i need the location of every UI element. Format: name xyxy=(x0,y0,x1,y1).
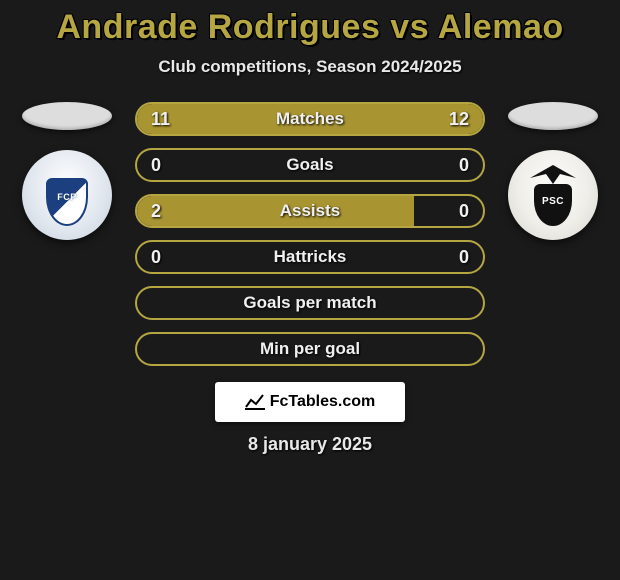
right-country-flag xyxy=(508,102,598,130)
chart-icon xyxy=(245,393,265,411)
stat-label: Hattricks xyxy=(137,247,483,267)
stat-label: Min per goal xyxy=(137,339,483,359)
stat-bar: 0Hattricks0 xyxy=(135,240,485,274)
watermark-badge: FcTables.com xyxy=(215,382,405,422)
stat-bar: Goals per match xyxy=(135,286,485,320)
main-row: FCP 11Matches120Goals02Assists00Hattrick… xyxy=(0,102,620,366)
left-club-badge: FCP xyxy=(22,150,112,240)
page-title: Andrade Rodrigues vs Alemao xyxy=(0,8,620,47)
stat-bar: 0Goals0 xyxy=(135,148,485,182)
subtitle: Club competitions, Season 2024/2025 xyxy=(0,57,620,77)
left-country-flag xyxy=(22,102,112,130)
right-club-badge-text: PSC xyxy=(508,196,598,207)
stat-bar: 11Matches12 xyxy=(135,102,485,136)
shield-icon xyxy=(46,178,88,226)
stat-value-right: 12 xyxy=(449,109,469,130)
left-club-badge-text: FCP xyxy=(22,192,112,202)
stat-label: Goals xyxy=(137,155,483,175)
watermark-text: FcTables.com xyxy=(270,393,376,411)
eagle-icon xyxy=(520,162,586,186)
right-club-badge: PSC xyxy=(508,150,598,240)
stat-value-right: 0 xyxy=(459,155,469,176)
stat-value-right: 0 xyxy=(459,247,469,268)
stat-value-right: 0 xyxy=(459,201,469,222)
stat-label: Assists xyxy=(137,201,483,221)
stat-label: Goals per match xyxy=(137,293,483,313)
date-label: 8 january 2025 xyxy=(0,434,620,455)
right-player-col: PSC xyxy=(503,102,603,240)
stat-label: Matches xyxy=(137,109,483,129)
stat-bar: Min per goal xyxy=(135,332,485,366)
stat-bar: 2Assists0 xyxy=(135,194,485,228)
comparison-infographic: Andrade Rodrigues vs Alemao Club competi… xyxy=(0,0,620,455)
stat-bars: 11Matches120Goals02Assists00Hattricks0Go… xyxy=(135,102,485,366)
left-player-col: FCP xyxy=(17,102,117,240)
